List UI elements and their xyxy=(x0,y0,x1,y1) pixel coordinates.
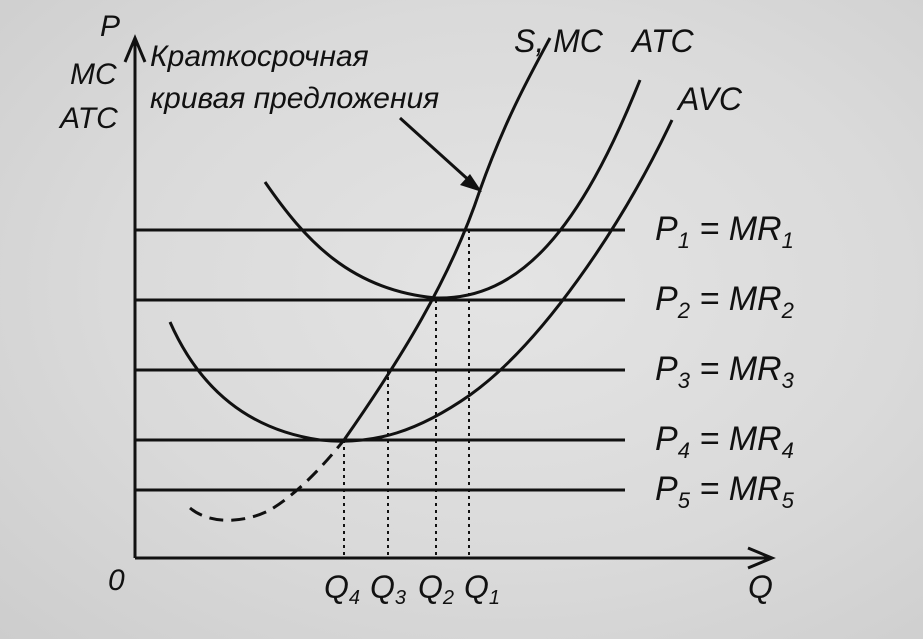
mc-curve-dashed xyxy=(189,439,346,522)
quantity-label-q4: Q4 xyxy=(324,569,360,609)
curve-label-avc: AVC xyxy=(676,81,743,117)
price-label-2: P2 = MR2 xyxy=(655,280,794,323)
avc-curve xyxy=(168,119,674,443)
annotation-arrow xyxy=(398,116,482,192)
origin-label: 0 xyxy=(108,564,125,597)
curve-label-atc: ATC xyxy=(630,23,695,59)
quantity-label-q3: Q3 xyxy=(370,569,406,609)
price-lines xyxy=(135,228,625,492)
atc-curve xyxy=(263,79,642,300)
y-axis-label-atc: ATC xyxy=(58,102,118,135)
curve-label-supply-mc: S, MC xyxy=(514,23,604,59)
quantity-labels: Q4 Q3 Q2 Q1 xyxy=(324,569,500,609)
x-axis-arrow xyxy=(747,546,776,570)
x-axis-label: Q xyxy=(748,569,773,605)
y-axis-label-p: P xyxy=(100,10,120,43)
annotation-line-2: кривая предложения xyxy=(150,82,439,115)
y-axis-arrow xyxy=(123,34,147,63)
price-label-4: P4 = MR4 xyxy=(655,420,794,463)
price-label-3: P3 = MR3 xyxy=(655,350,795,393)
mc-curve-supply xyxy=(342,37,552,441)
price-labels: P1 = MR1 P2 = MR2 P3 = MR3 P4 = MR4 P5 =… xyxy=(655,210,795,513)
price-label-1: P1 = MR1 xyxy=(655,210,794,253)
price-label-5: P5 = MR5 xyxy=(655,470,795,513)
quantity-label-q2: Q2 xyxy=(418,569,454,609)
y-axis-label-mc: MC xyxy=(70,58,117,91)
quantity-drop-lines xyxy=(343,230,470,558)
annotation-line-1: Краткосрочная xyxy=(150,40,369,73)
quantity-label-q1: Q1 xyxy=(464,569,500,609)
